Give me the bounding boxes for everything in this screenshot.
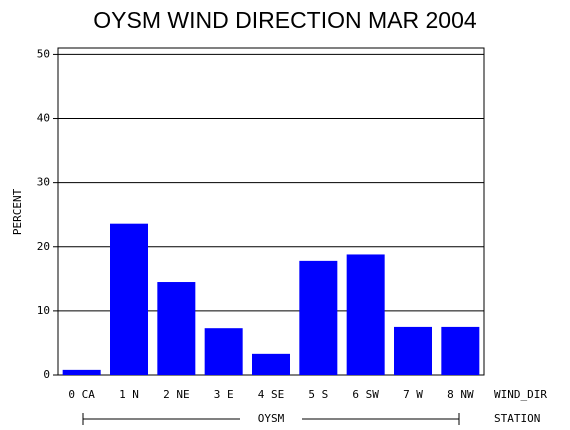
y-tick-label: 0 xyxy=(43,368,50,381)
bar xyxy=(252,353,290,375)
x-tick-label: 4 SE xyxy=(258,388,285,401)
x-tick-label: 5 S xyxy=(308,388,328,401)
x-tick-label: 7 W xyxy=(403,388,423,401)
bar xyxy=(157,282,196,375)
x-tick-label: 2 NE xyxy=(163,388,190,401)
bar xyxy=(299,260,338,375)
y-tick-label: 50 xyxy=(37,47,50,60)
bar xyxy=(110,223,148,375)
x-axis-label: WIND_DIR xyxy=(494,388,547,401)
bar xyxy=(441,326,480,375)
y-axis-label: PERCENT xyxy=(11,188,24,235)
group-label: OYSM xyxy=(258,412,285,425)
bar xyxy=(62,369,101,375)
group-axis-label: STATION xyxy=(494,412,540,425)
bar xyxy=(204,328,243,375)
x-tick-label: 8 NW xyxy=(447,388,474,401)
bar xyxy=(346,254,385,375)
y-tick-label: 10 xyxy=(37,304,50,317)
y-tick-label: 20 xyxy=(37,240,50,253)
bar xyxy=(394,326,432,375)
y-tick-label: 30 xyxy=(37,176,50,189)
group-bracket xyxy=(82,413,460,425)
x-tick-label: 0 CA xyxy=(68,388,95,401)
x-tick-label: 6 SW xyxy=(352,388,379,401)
y-tick-label: 40 xyxy=(37,112,50,125)
x-tick-label: 1 N xyxy=(119,388,139,401)
chart-title: OYSM WIND DIRECTION MAR 2004 xyxy=(93,7,477,33)
x-tick-label: 3 E xyxy=(214,388,234,401)
